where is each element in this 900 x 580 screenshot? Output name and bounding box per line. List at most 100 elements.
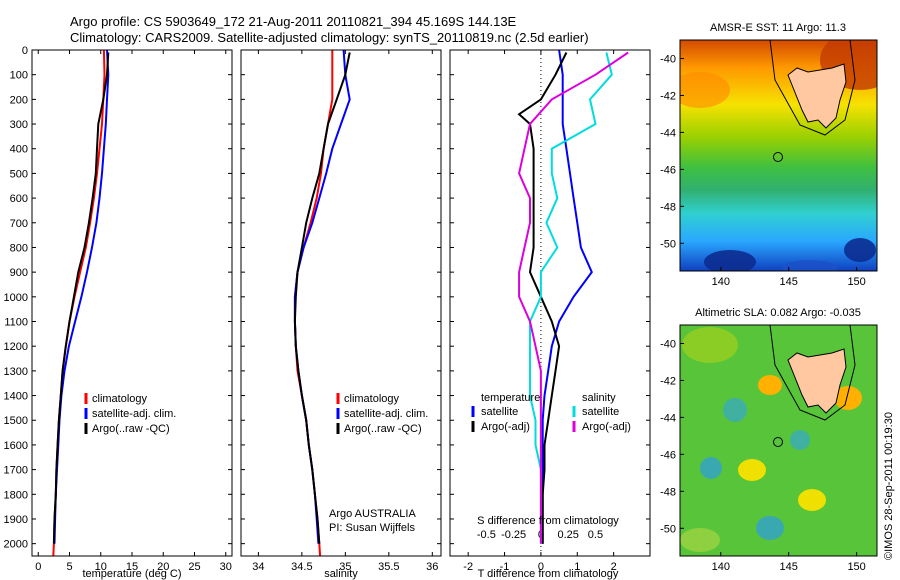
x-tick-label: -1 (500, 561, 510, 573)
salinity-panel: 34 34.5 35 35.5 36 salinity climatology sate… (240, 49, 442, 580)
map-x-tick-label: 150 (847, 276, 865, 288)
argo-position-marker (773, 152, 783, 162)
legend-label-sal-satellite: satellite (582, 406, 619, 418)
x-tick-label: 15 (126, 561, 138, 573)
sla-high-patch (682, 327, 738, 363)
map-y-tick-label: -46 (660, 449, 676, 461)
y-tick-label: 400 (10, 144, 28, 156)
x-tick-label: 1 (574, 561, 580, 573)
legend-label-argo: Argo(..raw -QC) (344, 423, 422, 435)
legend-label-sal-argo: Argo(-adj) (582, 421, 631, 433)
x-tick-label: 25 (188, 561, 200, 573)
map-y-tick-label: -46 (660, 164, 676, 176)
sla-low-patch (790, 430, 810, 450)
legend-label-temp-argo: Argo(-adj) (481, 421, 530, 433)
sst-map-title: AMSR-E SST: 11 Argo: 11.3 (710, 22, 846, 34)
temperature-xlabel: temperature (deg C) (82, 568, 181, 580)
figure-subtitle: Climatology: CARS2009. Satellite-adjuste… (70, 30, 589, 45)
x2-tick-label: 0.5 (588, 529, 603, 541)
y-tick-label: 100 (10, 70, 28, 82)
map-x-tick-label: 140 (712, 276, 730, 288)
sla-high-patch (758, 375, 782, 395)
sla-high-patch (680, 528, 720, 552)
sst-map-frame (679, 39, 878, 272)
map-x-tick-label: 145 (780, 561, 798, 573)
series-line (52, 52, 110, 544)
legend-label-argo: Argo(..raw -QC) (92, 423, 170, 435)
x-tick-label: 36 (426, 561, 438, 573)
difference-axes-box (449, 49, 651, 557)
sst-cold-patch (704, 250, 756, 271)
legend-label-satellite: satellite-adj. clim. (344, 408, 428, 420)
sla-low-patch (700, 457, 722, 479)
y-tick-label: 300 (10, 119, 28, 131)
x-tick-label: 2 (611, 561, 617, 573)
y-tick-label: 1500 (4, 415, 28, 427)
sla-high-patch (834, 386, 862, 410)
map-y-tick-label: -48 (660, 486, 676, 498)
map-y-tick-label: -44 (660, 412, 676, 424)
map-y-tick-label: -40 (660, 53, 676, 65)
difference-x2label: S difference from climatology (477, 515, 619, 527)
figure-title: Argo profile: CS 5903649_172 21-Aug-2011… (70, 14, 517, 29)
y-tick-label: 1200 (4, 341, 28, 353)
x2-tick-label: -0.5 (477, 529, 496, 541)
x-tick-label: 10 (95, 561, 107, 573)
difference-legend: temperature satellite Argo(-adj) salinit… (471, 392, 631, 433)
map-y-tick-label: -50 (660, 523, 676, 535)
y-tick-label: 1700 (4, 465, 28, 477)
x2-tick-label: -0.25 (501, 529, 526, 541)
tasmania-land (787, 348, 847, 414)
y-tick-label: 1400 (4, 391, 28, 403)
map-y-tick-label: -42 (660, 90, 676, 102)
y-tick-label: 700 (10, 218, 28, 230)
legend-label-climatology: climatology (344, 393, 400, 405)
difference-panel: -2 -1 0 1 2 -0.5 -0.25 0 0.25 0.5 T difference f… (449, 49, 651, 580)
y-tick-label: 900 (10, 267, 28, 279)
difference-xlabel: T difference from climatology (478, 568, 619, 580)
y-tick-label: 1900 (4, 514, 28, 526)
series-line (517, 52, 568, 544)
sst-bathymetry-contour (769, 40, 856, 136)
salinity-axes-box (240, 49, 442, 557)
y-tick-label: 2000 (4, 539, 28, 551)
y-tick-label: 1600 (4, 440, 28, 452)
x-tick-label: 20 (157, 561, 169, 573)
map-y-tick-label: -44 (660, 127, 676, 139)
legend-title-salinity: salinity (582, 392, 616, 404)
sla-high-patch (738, 459, 766, 481)
series-line (518, 51, 629, 544)
map-x-tick-label: 150 (847, 561, 865, 573)
series-line (53, 49, 110, 544)
y-tick-label: 0 (22, 45, 28, 57)
legend-label-climatology: climatology (92, 393, 148, 405)
x2-tick-label: 0.25 (557, 529, 578, 541)
x-tick-label: 30 (220, 561, 232, 573)
salinity-annotation-line2: PI: Susan Wijffels (329, 522, 415, 534)
sst-map-panel: AMSR-E SST: 11 Argo: 11.3 140 145 150 -40 -4… (660, 22, 878, 288)
imos-credit: ©IMOS 28-Sep-2011 00:19:30 (883, 412, 895, 560)
tasmania-land (787, 63, 847, 129)
y-tick-label: 1100 (4, 317, 28, 329)
y-tick-label: 500 (10, 168, 28, 180)
map-y-tick-label: -40 (660, 338, 676, 350)
sla-bathymetry-contour (769, 325, 856, 421)
sla-map-panel: Altimetric SLA: 0.082 Argo: -0.035 140 14… (660, 307, 878, 573)
y-tick-label: 1300 (4, 366, 28, 378)
y-tick-label: 200 (10, 94, 28, 106)
x-tick-label: -2 (463, 561, 473, 573)
sla-high-patch (798, 489, 826, 511)
y-tick-label: 1000 (4, 292, 28, 304)
sst-cold-patch (844, 238, 876, 262)
x-tick-label: 0 (538, 561, 544, 573)
x-tick-label: 5 (66, 561, 72, 573)
sst-cold-patch (782, 260, 838, 271)
sla-map-frame (679, 324, 878, 557)
map-x-tick-label: 140 (712, 561, 730, 573)
temperature-legend: climatology satellite-adj. clim. Argo(..… (84, 393, 176, 435)
map-x-tick-label: 145 (780, 276, 798, 288)
x-tick-label: 35.5 (378, 561, 399, 573)
x-tick-label: 34.5 (291, 561, 312, 573)
x-tick-label: 35 (339, 561, 351, 573)
